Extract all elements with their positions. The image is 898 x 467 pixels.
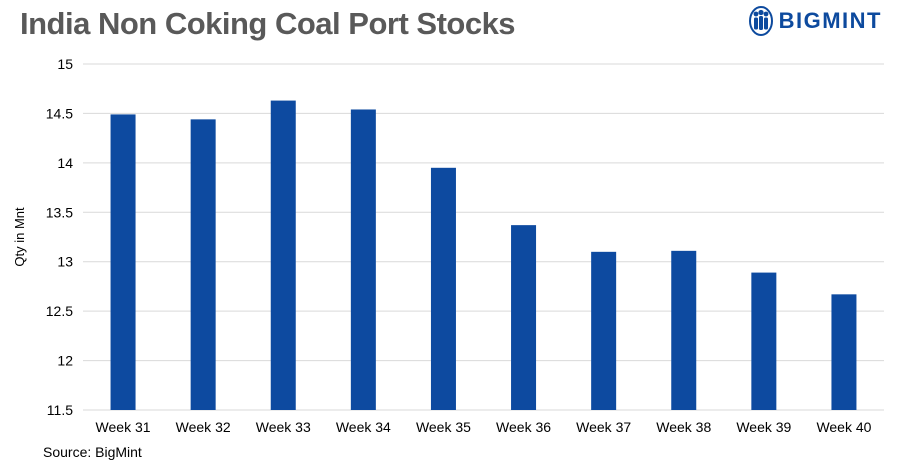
brand-logo: BIGMINT: [748, 6, 882, 36]
x-tick-label: Week 34: [336, 419, 391, 435]
y-tick-label: 12: [57, 353, 73, 369]
x-tick-label: Week 35: [416, 419, 471, 435]
y-tick-label: 14.5: [46, 105, 73, 121]
bar-week-35: [430, 167, 456, 410]
x-axis-ticks: Week 31 Week 32 Week 33 Week 34 Week 35 Week …: [96, 419, 872, 435]
x-tick-label: Week 33: [256, 419, 311, 435]
chart-title: India Non Coking Coal Port Stocks: [20, 6, 516, 41]
y-tick-label: 11.5: [47, 402, 73, 418]
y-tick-label: 13: [57, 254, 73, 270]
bar-week-40: [831, 294, 857, 410]
gridlines: [83, 63, 884, 411]
x-tick-label: Week 37: [576, 419, 631, 435]
bar-week-33: [270, 100, 296, 410]
bars: [110, 100, 857, 411]
y-axis-ticks: 11.5 12 12.5 13 13.5 14 14.5 15: [46, 56, 73, 418]
x-tick-label: Week 39: [736, 419, 791, 435]
bar-week-31: [110, 114, 136, 410]
x-tick-label: Week 31: [96, 419, 151, 435]
bar-week-39: [751, 272, 777, 410]
bar-week-37: [591, 251, 617, 410]
bar-week-36: [511, 225, 537, 410]
y-tick-label: 13.5: [46, 204, 73, 220]
x-tick-label: Week 40: [816, 419, 871, 435]
bar-week-34: [350, 109, 376, 410]
y-tick-label: 14: [57, 155, 73, 171]
x-tick-label: Week 36: [496, 419, 551, 435]
y-tick-label: 15: [57, 56, 73, 72]
bar-week-32: [190, 119, 216, 411]
people-icon: [748, 6, 773, 36]
brand-name: BIGMINT: [778, 8, 882, 33]
source-note: Source: BigMint: [43, 444, 142, 460]
y-tick-label: 12.5: [46, 303, 73, 319]
x-tick-label: Week 38: [656, 419, 711, 435]
x-tick-label: Week 32: [176, 419, 231, 435]
y-axis-label: Qty in Mnt: [12, 207, 27, 267]
bar-week-38: [671, 250, 697, 410]
